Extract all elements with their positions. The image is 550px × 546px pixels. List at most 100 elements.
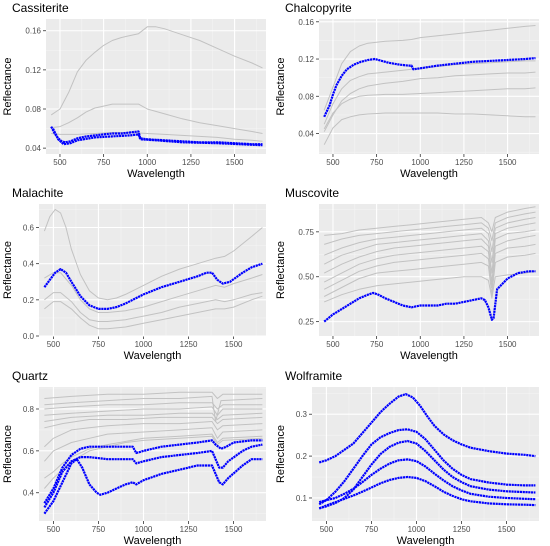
gray-series-line — [323, 87, 536, 130]
x-tick-label: 500 — [326, 158, 340, 167]
x-tick-label: 1500 — [226, 158, 244, 167]
gray-series-line — [324, 211, 536, 245]
series-group — [323, 206, 536, 323]
gray-series-line — [44, 272, 263, 313]
gray-series-line — [43, 208, 263, 301]
x-tick-label: 500 — [320, 525, 334, 534]
y-axis-title: Reflectance — [275, 57, 287, 115]
x-tick-label: 1000 — [411, 158, 429, 167]
gray-series-line — [50, 26, 263, 116]
y-tick-label: 0.6 — [23, 224, 35, 233]
gray-series-line — [324, 270, 536, 303]
y-axis-title: Reflectance — [2, 241, 14, 299]
panel-title: Muscovite — [285, 186, 339, 200]
x-tick-label: 1250 — [180, 340, 198, 349]
x-tick-label: 1000 — [408, 525, 426, 534]
x-tick-label: 500 — [47, 340, 61, 349]
panel-title: Quartz — [12, 369, 48, 383]
y-tick-label: 0.2 — [296, 452, 308, 461]
x-tick-label: 500 — [326, 340, 340, 349]
blue-series-line — [318, 439, 536, 510]
gray-series-line — [323, 112, 536, 145]
y-tick-label: 0.08 — [298, 92, 314, 101]
chart-panel: 500 750 1000 1250 1500 0.0 0.2 0.4 0.6 Malachite W… — [2, 186, 266, 362]
x-tick-label: 1500 — [499, 340, 517, 349]
y-axis-title: Reflectance — [2, 57, 14, 115]
y-axis-title: Reflectance — [275, 241, 287, 299]
blue-series-line — [318, 475, 536, 510]
x-tick-label: 750 — [97, 158, 111, 167]
y-tick-label: 0.16 — [298, 18, 314, 27]
series-group — [50, 26, 263, 147]
chart-panel: 500 750 1000 1250 1500 0.04 0.08 0.12 0.16 Cassit… — [2, 1, 266, 180]
x-axis-title: Wavelength — [400, 350, 458, 362]
y-tick-label: 0.2 — [23, 296, 35, 305]
gray-series-line — [323, 229, 536, 274]
x-tick-label: 750 — [92, 340, 106, 349]
gray-series-line — [44, 292, 263, 322]
gray-series-line — [324, 217, 536, 256]
x-axis-title: Wavelength — [124, 535, 182, 546]
x-tick-label: 1250 — [455, 340, 473, 349]
x-axis-title: Wavelength — [124, 350, 182, 362]
gray-series-line — [44, 402, 263, 410]
gray-series-line — [324, 206, 536, 236]
plot-background — [319, 19, 539, 154]
gray-series-line — [323, 60, 536, 125]
gray-series-line — [44, 412, 263, 422]
plot-background — [319, 204, 539, 336]
gray-series-line — [44, 416, 263, 429]
blue-series-line — [43, 262, 263, 310]
y-tick-label: 0.04 — [25, 144, 41, 153]
gray-series-line — [51, 103, 263, 134]
x-tick-label: 1500 — [499, 158, 517, 167]
blue-series-line — [43, 443, 263, 508]
panel-title: Wolframite — [285, 369, 342, 383]
x-axis-title: Wavelength — [127, 168, 185, 180]
plot-background — [46, 19, 266, 154]
chart-panel: 500 750 1000 1250 1500 0.4 0.6 0.8 Quartz Wavelen… — [2, 369, 266, 546]
y-tick-label: 0.4 — [23, 489, 35, 498]
y-axis-title: Reflectance — [275, 425, 287, 483]
gray-series-line — [323, 243, 536, 290]
x-tick-label: 750 — [92, 525, 106, 534]
y-tick-label: 0.16 — [25, 27, 41, 36]
y-tick-label: 0.12 — [25, 66, 41, 75]
x-tick-label: 750 — [370, 340, 384, 349]
y-tick-label: 0.50 — [298, 273, 314, 282]
gray-series-line — [323, 234, 536, 283]
x-tick-label: 750 — [370, 158, 384, 167]
y-tick-label: 0.04 — [298, 130, 314, 139]
gray-series-line — [323, 222, 536, 265]
x-tick-label: 1500 — [498, 525, 516, 534]
series-group — [43, 391, 263, 515]
y-tick-label: 0.0 — [23, 332, 35, 341]
panel-title: Cassiterite — [12, 1, 69, 15]
y-axis-title: Reflectance — [2, 425, 14, 483]
x-axis-title: Wavelength — [400, 168, 458, 180]
series-group — [323, 25, 536, 145]
blue-series-line — [52, 128, 263, 147]
blue-series-line — [318, 458, 536, 504]
x-tick-label: 1500 — [225, 525, 243, 534]
x-tick-label: 1500 — [225, 340, 243, 349]
gray-series-line — [44, 421, 263, 448]
x-axis-title: Wavelength — [397, 535, 455, 546]
blue-series-line — [323, 270, 536, 323]
y-tick-label: 0.12 — [298, 55, 314, 64]
y-tick-label: 0.75 — [298, 228, 314, 237]
y-tick-label: 0.8 — [23, 405, 35, 414]
blue-series-line — [318, 428, 536, 506]
y-tick-label: 0.1 — [296, 494, 308, 503]
panel-title: Malachite — [12, 186, 64, 200]
blue-series-line — [43, 439, 263, 504]
y-tick-label: 0.3 — [296, 410, 308, 419]
x-tick-label: 1000 — [135, 340, 153, 349]
x-tick-label: 1250 — [182, 158, 200, 167]
chart-panel: 500 750 1000 1250 1500 0.25 0.50 0.75 Muscovite W… — [275, 186, 539, 362]
x-tick-label: 1250 — [453, 525, 471, 534]
plot-background — [39, 204, 266, 336]
x-tick-label: 500 — [47, 525, 61, 534]
gray-series-line — [44, 406, 263, 416]
